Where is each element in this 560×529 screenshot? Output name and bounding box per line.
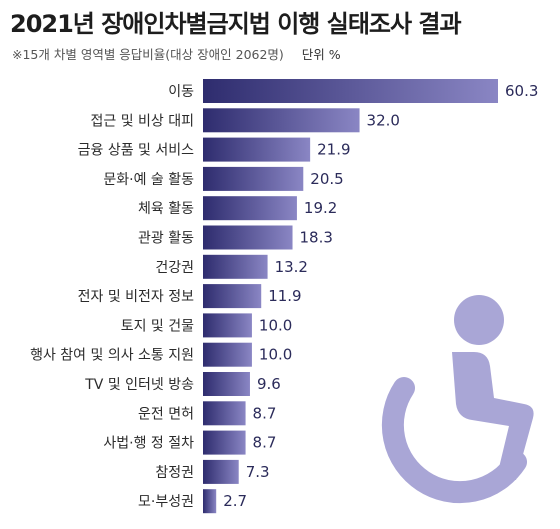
value-label: 13.2 — [275, 258, 308, 276]
chart-title: 2021년 장애인차별금지법 이행 실태조사 결과 — [10, 10, 462, 38]
category-label: 참정권 — [155, 465, 194, 481]
value-label: 19.2 — [304, 199, 337, 217]
category-label: 건강권 — [155, 260, 194, 276]
category-label: TV 및 인터넷 방송 — [84, 377, 194, 393]
bar — [203, 489, 217, 514]
bar — [203, 342, 252, 367]
bar — [203, 459, 239, 484]
bar — [203, 166, 304, 191]
category-label: 모·부성권 — [138, 494, 194, 510]
category-label: 금융 상품 및 서비스 — [78, 143, 195, 159]
bar — [203, 372, 250, 396]
category-label: 운전 면허 — [138, 406, 194, 422]
value-label: 8.7 — [253, 404, 277, 422]
bar — [203, 284, 262, 309]
value-label: 18.3 — [300, 229, 333, 247]
bar — [203, 225, 293, 250]
bar — [203, 196, 297, 221]
bar — [203, 430, 246, 455]
value-label: 8.7 — [253, 434, 277, 452]
unit-label: 단위 % — [301, 47, 341, 62]
category-label: 접근 및 비상 대피 — [90, 113, 194, 129]
category-label: 사법·행 정 절차 — [103, 436, 194, 452]
category-label: 행사 참여 및 의사 소통 지원 — [30, 348, 194, 364]
value-label: 9.6 — [257, 375, 281, 393]
value-label: 7.3 — [246, 463, 270, 481]
value-label: 60.3 — [505, 82, 538, 100]
value-label: 10.0 — [259, 316, 292, 334]
category-label: 관광 활동 — [138, 231, 194, 247]
bar — [203, 137, 311, 162]
value-label: 10.0 — [259, 346, 292, 364]
category-label: 이동 — [168, 84, 194, 100]
category-label: 문화·예 술 활동 — [103, 172, 194, 188]
bar — [203, 254, 268, 279]
category-label: 토지 및 건물 — [121, 318, 194, 334]
value-label: 20.5 — [310, 170, 343, 188]
value-label: 2.7 — [223, 492, 247, 510]
bar — [203, 79, 498, 103]
category-label: 전자 및 비전자 정보 — [78, 289, 195, 305]
bar — [203, 401, 246, 426]
subtitle-row: ※15개 차별 영역별 응답비율(대상 장애인 2062명) 단위 % — [12, 44, 341, 63]
bar — [203, 108, 360, 133]
wheelchair-icon — [381, 295, 534, 504]
value-label: 11.9 — [268, 287, 301, 305]
category-label: 체육 활동 — [138, 201, 194, 217]
value-label: 21.9 — [317, 141, 350, 159]
value-label: 32.0 — [367, 111, 400, 129]
bars-group: 이동 60.3 접근 및 비상 대피 32.0 금융 상품 및 서비스 21.9 문화·예 … — [30, 79, 538, 514]
bar — [203, 313, 252, 338]
chart-subtitle: ※15개 차별 영역별 응답비율(대상 장애인 2062명) — [12, 47, 284, 62]
